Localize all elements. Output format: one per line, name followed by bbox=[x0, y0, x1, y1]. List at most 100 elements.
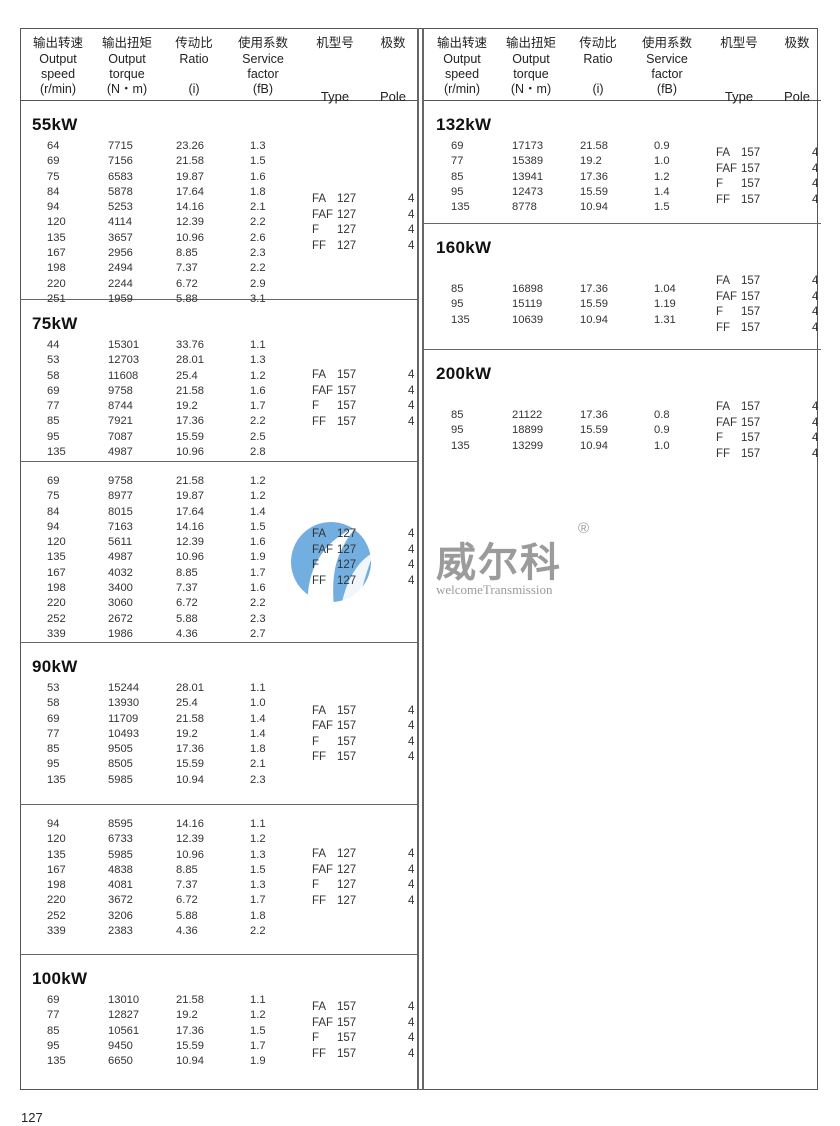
ratio-cell: 17.36 bbox=[176, 1024, 204, 1037]
ratio-cell: 15.59 bbox=[176, 758, 204, 771]
service-factor-cell: 2.2 bbox=[250, 597, 266, 610]
power-section: 55kW 64 7715 23.26 1.3 69 7156 21.58 1.5 75 6583 19… bbox=[20, 101, 417, 305]
type-prefix: FAF bbox=[312, 208, 334, 221]
speed-cell: 85 bbox=[451, 283, 464, 296]
speed-cell: 58 bbox=[47, 697, 60, 710]
table-row: 69 11709 21.58 1.4 bbox=[20, 712, 312, 727]
torque-cell: 13010 bbox=[108, 994, 140, 1006]
torque-cell: 4838 bbox=[108, 863, 133, 876]
header-col: 极数 Pole bbox=[372, 36, 414, 104]
header-en: Output bbox=[108, 52, 146, 66]
column-divider bbox=[417, 28, 419, 1090]
type-prefix: FAF bbox=[312, 543, 334, 556]
pole-value: 4 bbox=[812, 321, 819, 334]
type-prefix: FF bbox=[312, 239, 327, 252]
speed-cell: 44 bbox=[47, 339, 60, 351]
torque-cell: 7156 bbox=[108, 155, 133, 168]
pole-value: 4 bbox=[408, 559, 415, 572]
torque-cell: 5611 bbox=[108, 536, 133, 549]
rating-rows: 53 15244 28.01 1.1 58 13930 25.4 1.0 69 11709 21.5… bbox=[20, 681, 312, 788]
type-line: FAF 157 4 bbox=[716, 416, 821, 432]
table-row: 58 11608 25.4 1.2 bbox=[20, 369, 312, 384]
section-body: 64 7715 23.26 1.3 69 7156 21.58 1.5 75 6583 19.87 1… bbox=[20, 139, 417, 307]
ratio-cell: 6.72 bbox=[176, 894, 198, 907]
type-size: 157 bbox=[337, 735, 357, 748]
torque-cell: 13930 bbox=[108, 697, 140, 710]
section-title: 55kW bbox=[32, 115, 78, 134]
pole-value: 4 bbox=[812, 193, 819, 206]
pole-value: 4 bbox=[408, 1016, 415, 1029]
speed-cell: 339 bbox=[47, 627, 66, 640]
type-prefix: F bbox=[312, 224, 320, 237]
table-row: 85 21122 17.36 0.8 bbox=[424, 408, 716, 423]
type-line: FA 157 4 bbox=[716, 274, 821, 290]
speed-cell: 120 bbox=[47, 833, 66, 846]
ratio-cell: 19.2 bbox=[176, 1009, 198, 1022]
ratio-cell: 17.36 bbox=[580, 170, 608, 183]
torque-cell: 12473 bbox=[512, 185, 544, 198]
ratio-cell: 5.88 bbox=[176, 292, 198, 305]
pole-value: 4 bbox=[408, 704, 415, 717]
header-col: 输出扭矩 Output torque (N・m) bbox=[498, 36, 564, 96]
torque-cell: 6583 bbox=[108, 170, 133, 183]
type-line: FF 157 4 bbox=[716, 447, 821, 463]
ratio-cell: 33.76 bbox=[176, 339, 204, 351]
section-title: 160kW bbox=[436, 238, 492, 257]
speed-cell: 75 bbox=[47, 490, 60, 503]
header-unit: Type bbox=[724, 89, 754, 104]
header-cn: 极数 bbox=[380, 36, 406, 50]
service-factor-cell: 2.3 bbox=[250, 612, 266, 625]
service-factor-cell: 2.8 bbox=[250, 446, 266, 459]
rating-rows: 69 13010 21.58 1.1 77 12827 19.2 1.2 85 10561 17.3… bbox=[20, 993, 312, 1069]
table-row: 94 8595 14.16 1.1 bbox=[20, 817, 312, 832]
header-cn: 输出扭矩 bbox=[101, 36, 152, 50]
header-cn: 极数 bbox=[784, 36, 810, 50]
torque-cell: 3672 bbox=[108, 894, 133, 907]
pole-value: 4 bbox=[408, 1001, 415, 1014]
ratio-cell: 19.87 bbox=[176, 170, 204, 183]
header-cn: 输出转速 bbox=[436, 36, 487, 50]
torque-cell: 4114 bbox=[108, 216, 133, 229]
power-section: 132kW 69 17173 21.58 0.9 77 15389 19.2 1.0 85 1394… bbox=[424, 101, 821, 224]
torque-cell: 5985 bbox=[108, 773, 133, 786]
speed-cell: 135 bbox=[47, 848, 66, 861]
type-prefix: FF bbox=[716, 193, 731, 206]
torque-cell: 7715 bbox=[108, 140, 133, 152]
header-unit: Pole bbox=[783, 89, 811, 104]
type-size: 157 bbox=[741, 178, 761, 191]
torque-cell: 4032 bbox=[108, 566, 133, 579]
service-factor-cell: 1.7 bbox=[250, 894, 266, 907]
type-prefix: FA bbox=[312, 193, 327, 206]
ratio-cell: 12.39 bbox=[176, 833, 204, 846]
service-factor-cell: 1.1 bbox=[250, 818, 266, 830]
header-en: Ratio bbox=[583, 52, 613, 66]
type-size: 157 bbox=[337, 1032, 357, 1045]
torque-cell: 10493 bbox=[108, 727, 140, 740]
type-line: FF 127 4 bbox=[312, 574, 417, 590]
power-section: 94 8595 14.16 1.1 120 6733 12.39 1.2 135 5985 10.9… bbox=[20, 805, 417, 955]
type-line: FF 157 4 bbox=[312, 415, 417, 431]
table-row: 135 10639 10.94 1.31 bbox=[424, 313, 716, 328]
table-row: 120 6733 12.39 1.2 bbox=[20, 832, 312, 847]
type-prefix: F bbox=[312, 1032, 320, 1045]
header-unit: (fB) bbox=[656, 82, 678, 96]
type-size: 127 bbox=[337, 574, 357, 587]
table-row: 198 2494 7.37 2.2 bbox=[20, 261, 312, 276]
speed-cell: 85 bbox=[451, 170, 464, 183]
table-row: 85 13941 17.36 1.2 bbox=[424, 170, 716, 185]
speed-cell: 135 bbox=[451, 439, 470, 452]
torque-cell: 2494 bbox=[108, 262, 133, 275]
service-factor-cell: 2.6 bbox=[250, 231, 266, 244]
type-list: FA 127 4 FAF 127 4 F 127 4 FF 127 4 bbox=[312, 847, 417, 909]
ratio-cell: 15.59 bbox=[176, 430, 204, 443]
ratio-cell: 8.85 bbox=[176, 863, 198, 876]
speed-cell: 69 bbox=[47, 712, 60, 725]
header-unit: (i) bbox=[592, 82, 604, 96]
ratio-cell: 25.4 bbox=[176, 697, 198, 710]
service-factor-cell: 1.8 bbox=[250, 909, 266, 922]
header-col: 输出扭矩 Output torque (N・m) bbox=[94, 36, 160, 96]
table-row: 95 12473 15.59 1.4 bbox=[424, 185, 716, 200]
speed-cell: 120 bbox=[47, 216, 66, 229]
ratio-cell: 5.88 bbox=[176, 612, 198, 625]
